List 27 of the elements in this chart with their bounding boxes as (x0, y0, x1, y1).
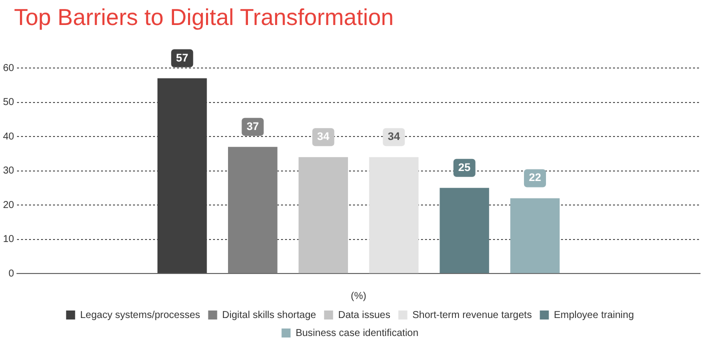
y-tick-label: 20 (3, 200, 15, 211)
legend-label: Digital skills shortage (222, 310, 317, 321)
legend-label: Legacy systems/processes (80, 310, 200, 321)
bar (440, 188, 490, 274)
bar (157, 78, 207, 274)
x-axis-title: (%) (350, 290, 366, 302)
bar (298, 157, 348, 274)
y-tick-label: 50 (3, 97, 15, 108)
chart-title: Top Barriers to Digital Transformation (14, 4, 394, 31)
data-label: 34 (388, 131, 401, 144)
data-label: 37 (246, 120, 259, 133)
y-tick-label: 0 (8, 268, 15, 280)
legend-label: Short-term revenue targets (412, 310, 532, 321)
data-label: 25 (458, 162, 471, 174)
legend-label: Business case identification (296, 328, 418, 339)
y-tick-label: 60 (3, 62, 15, 74)
bar (228, 146, 278, 274)
data-label: 22 (528, 172, 542, 184)
bar (510, 198, 560, 274)
data-label: 34 (317, 131, 330, 144)
y-tick-label: 10 (3, 234, 15, 246)
legend-label: Employee training (554, 310, 634, 321)
legend-label: Data issues (338, 310, 390, 321)
data-label: 57 (176, 52, 188, 64)
y-tick-label: 40 (3, 131, 15, 142)
bar (369, 157, 419, 274)
y-tick-label: 30 (3, 166, 15, 177)
